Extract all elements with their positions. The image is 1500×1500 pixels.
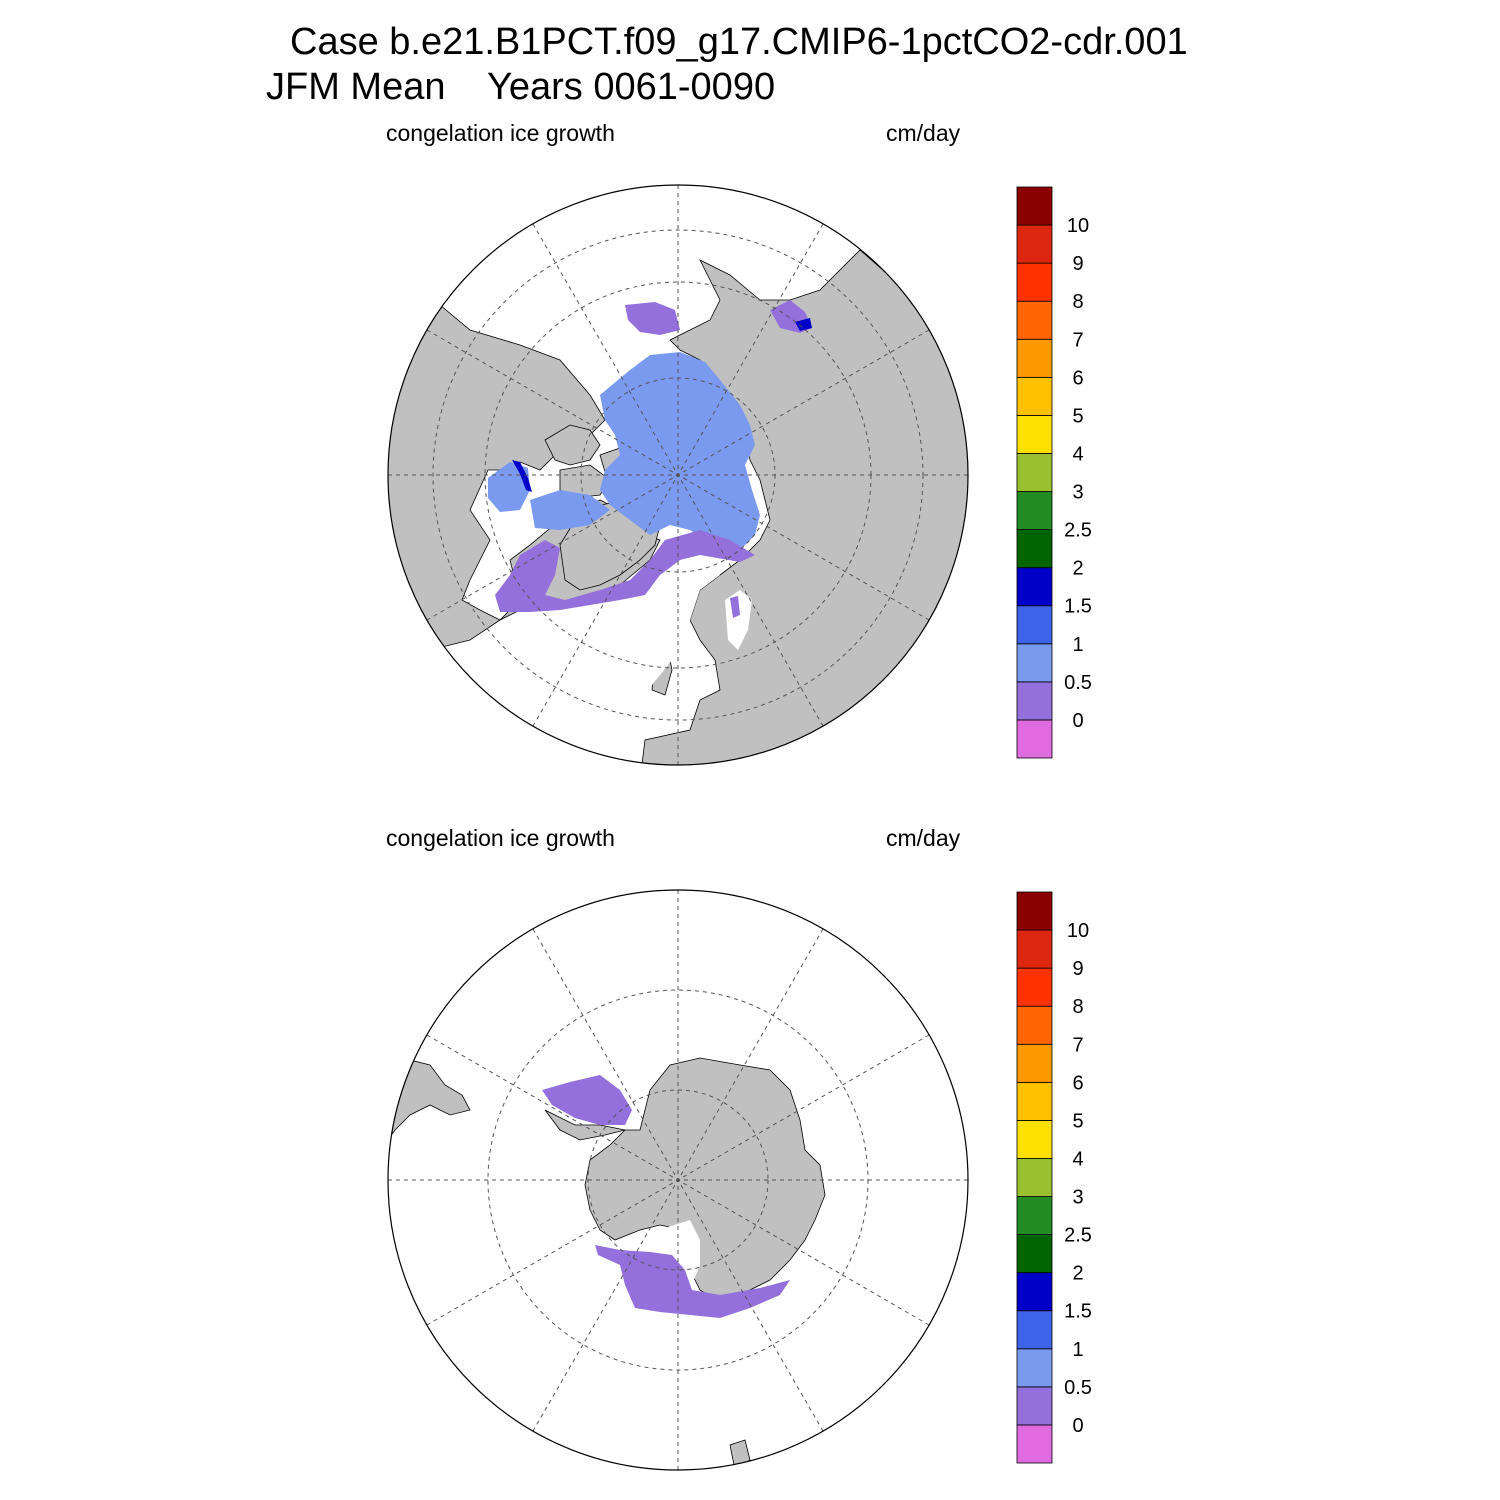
south-colorbar-label: 3: [1072, 1187, 1083, 1209]
south-colorbar-label: 0: [1072, 1415, 1083, 1437]
north-colorbar-label: 5: [1072, 405, 1083, 427]
south-panel-variable-label: congelation ice growth: [386, 825, 615, 851]
south-colorbar-box-7: [1016, 1158, 1053, 1197]
baltic-ice: [730, 596, 740, 618]
north-colorbar-label: 6: [1072, 367, 1083, 389]
north-colorbar-box-5: [1016, 529, 1053, 569]
north-colorbar-box-9: [1016, 376, 1053, 416]
south-colorbar-label: 8: [1072, 996, 1083, 1018]
north-colorbar-label: 1: [1072, 634, 1083, 656]
labrador-ice: [495, 530, 755, 612]
north-atlantic: [600, 555, 720, 720]
north-colorbar-box-14: [1016, 186, 1053, 226]
baffin-ice: [530, 490, 610, 530]
north-colorbar-label: 8: [1072, 291, 1083, 313]
south-colorbar-box-6: [1016, 1196, 1053, 1235]
north-colorbar-box-10: [1016, 338, 1053, 378]
north-map-border: [387, 184, 969, 766]
south-colorbar-label: 1: [1072, 1339, 1083, 1361]
south-colorbar-box-3: [1016, 1310, 1053, 1350]
south-colorbar-box-2: [1016, 1348, 1053, 1388]
south-colorbar-label: 6: [1072, 1072, 1083, 1094]
south-polar-map: [387, 889, 969, 1471]
south-colorbar-box-8: [1016, 1120, 1053, 1159]
south-colorbar-label: 9: [1072, 958, 1083, 980]
arctic-ice-central: [600, 352, 760, 550]
north-colorbar-label: 3: [1072, 482, 1083, 504]
north-panel-units-label: cm/day: [886, 120, 961, 146]
north-colorbar-label: 4: [1072, 443, 1083, 465]
north-colorbar-label: 2: [1072, 558, 1083, 580]
north-colorbar-box-3: [1016, 605, 1053, 645]
south-colorbar-box-10: [1016, 1043, 1053, 1083]
south-colorbar-label: 0.5: [1064, 1377, 1092, 1399]
south-panel-units-label: cm/day: [886, 825, 961, 851]
north-colorbar-box-13: [1016, 224, 1053, 264]
south-map-border: [387, 889, 969, 1471]
south-colorbar-label: 2.5: [1064, 1225, 1092, 1247]
antarctic-peninsula-land: [544, 1109, 626, 1141]
south-colorbar: 0 0.5 1 1.5 2 2.5 3 4 5 6 7 8 9 10: [1016, 891, 1092, 1464]
south-america-land: [388, 1059, 471, 1142]
north-colorbar-label: 0: [1072, 710, 1083, 732]
north-colorbar-label: 9: [1072, 253, 1083, 275]
south-colorbar-box-0: [1016, 1424, 1053, 1464]
south-colorbar-box-13: [1016, 929, 1053, 969]
north-colorbar-label: 7: [1072, 329, 1083, 351]
north-colorbar-label: 10: [1067, 215, 1089, 237]
south-colorbar-label: 5: [1072, 1110, 1083, 1132]
north-colorbar-box-0: [1016, 719, 1053, 759]
north-colorbar-box-6: [1016, 491, 1053, 530]
south-colorbar-label: 7: [1072, 1034, 1083, 1056]
south-colorbar-label: 4: [1072, 1148, 1083, 1170]
north-colorbar-box-7: [1016, 453, 1053, 492]
north-colorbar-box-1: [1016, 681, 1053, 721]
south-colorbar-box-9: [1016, 1081, 1053, 1121]
north-colorbar-box-11: [1016, 300, 1053, 340]
south-graticule: [388, 890, 968, 1470]
north-colorbar-label: 2.5: [1064, 520, 1092, 542]
north-graticule: [388, 185, 968, 765]
south-colorbar-box-4: [1016, 1272, 1053, 1312]
figure-title-period: JFM Mean Years 0061-0090: [266, 66, 776, 108]
south-colorbar-box-11: [1016, 1005, 1053, 1045]
south-colorbar-box-14: [1016, 891, 1053, 931]
south-colorbar-label: 2: [1072, 1263, 1083, 1285]
bering-ice: [625, 302, 680, 335]
figure-title-case: Case b.e21.B1PCT.f09_g17.CMIP6-1pctCO2-c…: [290, 21, 1188, 63]
north-colorbar-box-4: [1016, 567, 1053, 607]
north-colorbar: 0 0.5 1 1.5 2 2.5 3 4 5 6 7 8 9 10: [1016, 186, 1092, 759]
north-polar-map: [387, 184, 969, 766]
north-colorbar-label: 1.5: [1064, 596, 1092, 618]
weddell-sea-ice: [542, 1075, 632, 1125]
north-colorbar-box-2: [1016, 643, 1053, 683]
south-colorbar-box-12: [1016, 967, 1053, 1007]
south-colorbar-label: 1.5: [1064, 1301, 1092, 1323]
north-colorbar-box-8: [1016, 414, 1053, 454]
north-colorbar-box-12: [1016, 262, 1053, 302]
south-colorbar-box-1: [1016, 1386, 1053, 1426]
south-colorbar-box-5: [1016, 1234, 1053, 1274]
south-colorbar-label: 10: [1067, 920, 1089, 942]
north-colorbar-label: 0.5: [1064, 672, 1092, 694]
hudson-bay-ice-edge: [512, 460, 532, 492]
okhotsk-ice-edge: [795, 318, 812, 331]
ross-sea: [665, 1220, 700, 1285]
north-panel-variable-label: congelation ice growth: [386, 120, 615, 146]
